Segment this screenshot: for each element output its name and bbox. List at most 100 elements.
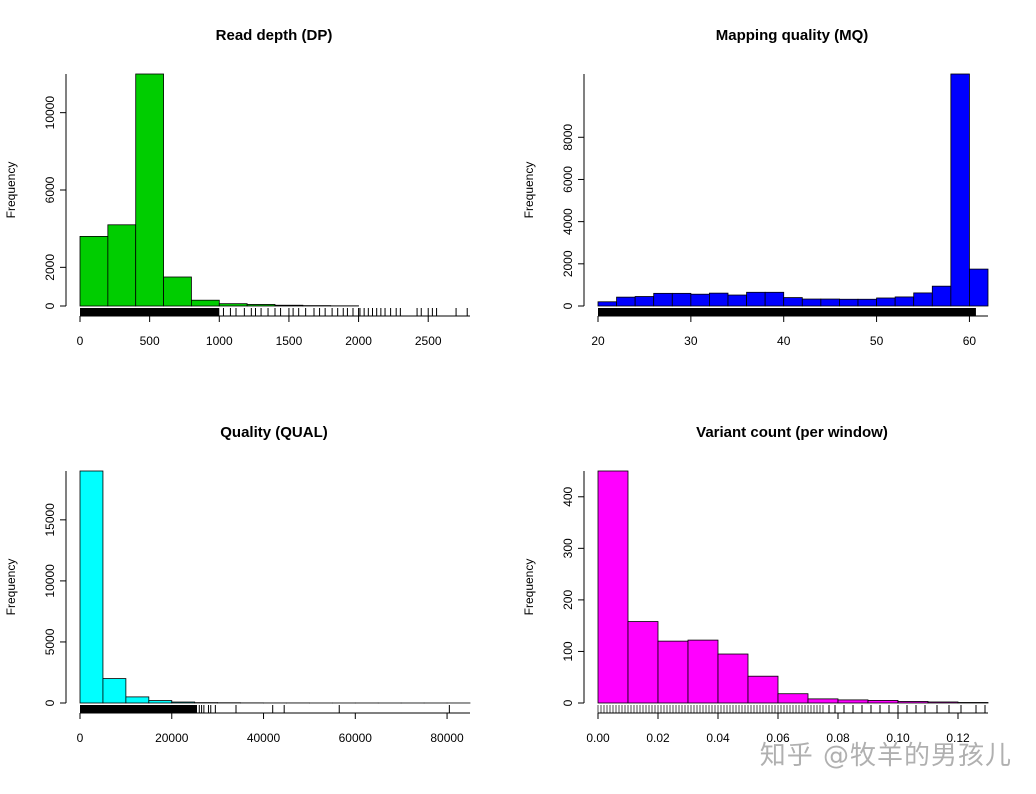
y-axis-label: Frequency	[522, 559, 536, 616]
y-axis-label: Frequency	[522, 162, 536, 219]
x-tick-label: 0	[77, 731, 84, 745]
y-axis-label: Frequency	[4, 559, 18, 616]
histogram-bar	[690, 293, 710, 307]
histogram-bar	[709, 292, 729, 307]
histogram-bar	[927, 701, 959, 704]
x-tick-label: 40000	[247, 731, 281, 745]
histogram-bar	[950, 73, 970, 307]
histogram-bar	[627, 621, 659, 704]
histogram-bar	[616, 296, 636, 307]
y-tick-label: 2000	[43, 254, 57, 281]
x-tick-label: 0.12	[946, 731, 970, 745]
y-tick-label: 4000	[561, 208, 575, 235]
y-tick-label: 15000	[43, 503, 57, 537]
y-tick-label: 8000	[561, 124, 575, 151]
histogram-bar	[839, 298, 859, 307]
watermark: 知乎 @牧羊的男孩儿	[759, 741, 1012, 771]
histogram-bar	[597, 470, 629, 704]
chart-panel-4: Variant count (per window) Frequency 0 100 2…	[522, 424, 989, 745]
x-tick-label: 0.02	[646, 731, 670, 745]
y-tick-label: 10000	[43, 96, 57, 130]
chart-title: Read depth (DP)	[216, 27, 333, 44]
histogram-bar	[876, 297, 896, 307]
x-tick-label: 0.10	[886, 731, 910, 745]
x-tick-label: 0.00	[586, 731, 610, 745]
chart-panel-3: Quality (QUAL) Frequency 0 5000 10000 15000 0 2…	[4, 424, 471, 745]
histogram-bar	[746, 291, 766, 307]
rug-dense-block	[80, 308, 220, 316]
histogram-bar	[837, 699, 869, 704]
y-tick-label: 2000	[561, 250, 575, 277]
x-tick-label: 500	[140, 334, 160, 348]
y-tick-label: 6000	[561, 166, 575, 193]
histogram-bar	[102, 678, 127, 704]
y-tick-label: 0	[561, 699, 575, 706]
x-tick-label: 30	[684, 334, 698, 348]
histogram-bar	[79, 235, 109, 307]
histogram-bar	[807, 698, 839, 704]
x-tick-label: 50	[870, 334, 884, 348]
histogram-bar	[79, 470, 104, 704]
histogram-bar	[747, 675, 779, 704]
histogram-bar	[274, 304, 304, 307]
histogram-bar	[163, 276, 192, 307]
y-tick-label: 5000	[43, 628, 57, 655]
histogram-bar	[897, 701, 929, 704]
x-tick-label: 60000	[339, 731, 373, 745]
rug-dense-block	[598, 308, 976, 316]
histogram-bar	[171, 701, 196, 704]
histogram-bar	[957, 702, 989, 704]
y-axis-label: Frequency	[4, 162, 18, 219]
histogram-bar	[777, 693, 809, 704]
histogram-bar	[687, 639, 719, 704]
x-tick-label: 0	[77, 334, 84, 348]
chart-panel-1: Read depth (DP) Frequency 0 2000 6000 10000 0 5…	[4, 27, 470, 348]
y-tick-label: 0	[561, 302, 575, 309]
chart-title: Quality (QUAL)	[220, 424, 328, 441]
histogram-bar	[867, 700, 899, 704]
x-tick-label: 20000	[155, 731, 189, 745]
histogram-bar	[969, 268, 989, 307]
x-tick-label: 40	[777, 334, 791, 348]
y-tick-label: 0	[43, 302, 57, 309]
histogram-bar	[820, 298, 840, 307]
y-tick-label: 0	[43, 699, 57, 706]
histogram-bar	[894, 296, 915, 307]
x-tick-label: 0.06	[766, 731, 790, 745]
histogram-bar	[148, 700, 173, 704]
histogram-bar	[931, 285, 952, 307]
histogram-bar	[657, 640, 689, 704]
y-tick-label: 300	[561, 538, 575, 558]
histogram-bar	[125, 696, 150, 704]
x-tick-label: 1000	[206, 334, 233, 348]
histogram-bar	[653, 292, 673, 307]
histogram-bar	[717, 653, 749, 704]
y-tick-label: 200	[561, 590, 575, 610]
chart-title: Variant count (per window)	[696, 424, 888, 441]
x-tick-label: 2500	[415, 334, 442, 348]
histogram-bar	[913, 292, 933, 307]
histogram-bar	[107, 224, 137, 307]
x-tick-label: 20	[591, 334, 605, 348]
histogram-bar	[135, 73, 164, 307]
histogram-bar	[191, 299, 220, 307]
x-tick-label: 80000	[430, 731, 464, 745]
rug-dense-block	[80, 705, 197, 713]
x-tick-label: 2000	[345, 334, 372, 348]
histogram-bar	[597, 301, 617, 307]
y-tick-label: 10000	[43, 564, 57, 598]
histogram-bar	[634, 296, 655, 307]
chart-panel-2: Mapping quality (MQ) Frequency 0 2000 4000 60…	[522, 27, 989, 348]
x-tick-label: 1500	[276, 334, 303, 348]
x-tick-label: 60	[963, 334, 977, 348]
histogram-bar	[727, 294, 747, 307]
x-tick-label: 0.04	[706, 731, 730, 745]
histogram-bar	[218, 303, 248, 307]
y-tick-label: 400	[561, 486, 575, 506]
histogram-bar	[764, 291, 785, 307]
x-tick-label: 0.08	[826, 731, 850, 745]
histogram-bar	[801, 298, 822, 307]
chart-title: Mapping quality (MQ)	[716, 27, 868, 44]
y-tick-label: 100	[561, 641, 575, 661]
